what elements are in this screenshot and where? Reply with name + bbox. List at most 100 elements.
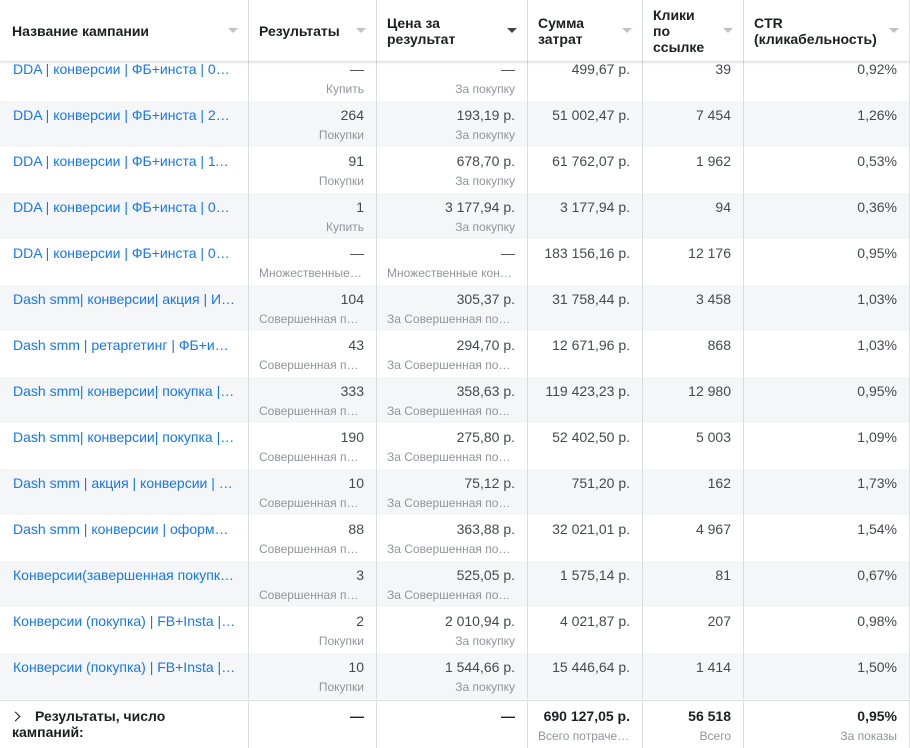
column-header-campaign-name[interactable]: Название кампании (0, 0, 249, 61)
campaign-name-cell: Конверсии(завершенная покупк… (0, 561, 249, 607)
sort-caret-icon[interactable] (889, 28, 899, 33)
clicks-cell: 12 176 (643, 239, 744, 285)
campaign-name-link[interactable]: DDA | конверсии | ФБ+инста | 06.… (13, 245, 236, 261)
chevron-right-icon[interactable] (10, 711, 21, 722)
sort-caret-icon[interactable] (622, 28, 632, 33)
spend-cell: 1 575,14 р. (528, 561, 643, 607)
column-header-ctr[interactable]: CTR (кликабельность) (744, 0, 910, 61)
summary-label-cell[interactable]: Результаты, число кампаний: (0, 701, 249, 748)
spend-cell: 499,67 р. (528, 55, 643, 101)
campaign-name-link[interactable]: Конверсии (покупка) | FB+Insta | … (13, 659, 236, 675)
campaign-name-cell: Dash smm| конверсии| покупка | … (0, 377, 249, 423)
table-row[interactable]: Конверсии (покупка) | FB+Insta | … 2 Покуп… (0, 607, 910, 653)
summary-spend: 690 127,05 р. Всего потрачено (528, 701, 643, 748)
cost-per-result-cell: 275,80 р. За Совершенная пок… (377, 423, 528, 469)
campaign-name-link[interactable]: DDA | конверсии | ФБ+инста | 29.… (13, 107, 236, 123)
spend-cell: 61 762,07 р. (528, 147, 643, 193)
results-cell: 91 Покупки (249, 147, 377, 193)
campaign-name-link[interactable]: Dash smm| конверсии| покупка | … (13, 383, 236, 399)
campaign-name-cell: Dash smm | ретаргетинг | ФБ+ин… (0, 331, 249, 377)
results-cell: 333 Совершенная по… (249, 377, 377, 423)
sort-caret-icon[interactable] (356, 28, 366, 33)
ctr-cell: 0,98% (744, 607, 910, 653)
column-header-results[interactable]: Результаты (249, 0, 377, 61)
table-row[interactable]: DDA | конверсии | ФБ+инста | 11.… 91 Покуп… (0, 147, 910, 193)
campaign-name-link[interactable]: Dash smm| конверсии| акция | И… (13, 291, 236, 307)
table-row[interactable]: DDA | конверсии | ФБ+инста | 08.… — Купить… (0, 55, 910, 101)
campaign-name-link[interactable]: DDA | конверсии | ФБ+инста | 06.… (13, 199, 236, 215)
spend-cell: 183 156,16 р. (528, 239, 643, 285)
spend-cell: 31 758,44 р. (528, 285, 643, 331)
sort-caret-icon[interactable] (507, 28, 517, 33)
clicks-cell: 5 003 (643, 423, 744, 469)
sort-caret-icon[interactable] (723, 28, 733, 33)
clicks-cell: 868 (643, 331, 744, 377)
campaign-name-link[interactable]: Конверсии (покупка) | FB+Insta | … (13, 613, 236, 629)
results-cell: 10 Совершенная по… (249, 469, 377, 515)
results-cell: 43 Совершенная по… (249, 331, 377, 377)
cost-per-result-cell: 3 177,94 р. За покупку (377, 193, 528, 239)
table-header: Название кампании Результаты Цена за рез… (0, 0, 910, 61)
campaign-name-cell: DDA | конверсии | ФБ+инста | 06.… (0, 193, 249, 239)
summary-clicks: 56 518 Всего (643, 701, 744, 748)
campaign-name-cell: DDA | конверсии | ФБ+инста | 11.… (0, 147, 249, 193)
campaign-name-link[interactable]: Dash smm| конверсии| покупка | … (13, 429, 236, 445)
ctr-cell: 1,03% (744, 331, 910, 377)
ctr-cell: 0,92% (744, 55, 910, 101)
column-header-amount-spent[interactable]: Сумма затрат (528, 0, 643, 61)
table-row[interactable]: Dash smm| конверсии| покупка | … 333 Совер… (0, 377, 910, 423)
ctr-cell: 0,67% (744, 561, 910, 607)
table-row[interactable]: Dash smm| конверсии| акция | И… 104 Соверш… (0, 285, 910, 331)
ctr-cell: 1,54% (744, 515, 910, 561)
campaign-name-link[interactable]: Dash smm | ретаргетинг | ФБ+ин… (13, 337, 236, 353)
ctr-cell: 1,09% (744, 423, 910, 469)
table-row[interactable]: DDA | конверсии | ФБ+инста | 29.… 264 Поку… (0, 101, 910, 147)
summary-results: — (249, 701, 377, 748)
results-cell: 1 Купить (249, 193, 377, 239)
spend-cell: 52 402,50 р. (528, 423, 643, 469)
spend-cell: 51 002,47 р. (528, 101, 643, 147)
campaign-name-cell: Dash smm| конверсии| покупка | … (0, 423, 249, 469)
table-row[interactable]: Dash smm| конверсии| покупка | … 190 Совер… (0, 423, 910, 469)
campaign-name-link[interactable]: Конверсии(завершенная покупк… (13, 567, 234, 583)
spend-cell: 15 446,64 р. (528, 653, 643, 699)
ctr-cell: 1,50% (744, 653, 910, 699)
ctr-cell: 0,53% (744, 147, 910, 193)
cost-per-result-cell: 358,63 р. За Совершенная пок… (377, 377, 528, 423)
ctr-cell: 1,26% (744, 101, 910, 147)
campaign-name-link[interactable]: Dash smm | конверсии | оформл… (13, 521, 236, 537)
cost-per-result-cell: 525,05 р. За Совершенная пок… (377, 561, 528, 607)
campaign-name-link[interactable]: DDA | конверсии | ФБ+инста | 08.… (13, 61, 236, 77)
campaign-name-cell: Dash smm | акция | конверсии | … (0, 469, 249, 515)
table-row[interactable]: DDA | конверсии | ФБ+инста | 06.… 1 Купить… (0, 193, 910, 239)
results-cell: — Множественные … (249, 239, 377, 285)
cost-per-result-cell: 363,88 р. За Совершенная пок… (377, 515, 528, 561)
campaign-name-cell: Конверсии (покупка) | FB+Insta | … (0, 653, 249, 699)
cost-per-result-cell: 305,37 р. За Совершенная пок… (377, 285, 528, 331)
spend-cell: 119 423,23 р. (528, 377, 643, 423)
sort-caret-icon[interactable] (228, 28, 238, 33)
table-row[interactable]: Dash smm | акция | конверсии | … 10 Соверш… (0, 469, 910, 515)
column-header-cost-per-result[interactable]: Цена за результат (377, 0, 528, 61)
cost-per-result-cell: 75,12 р. За Совершенная пок… (377, 469, 528, 515)
results-cell: 264 Покупки (249, 101, 377, 147)
results-cell: 10 Покупки (249, 653, 377, 699)
ctr-cell: 0,95% (744, 239, 910, 285)
table-row[interactable]: Конверсии (покупка) | FB+Insta | … 10 Поку… (0, 653, 910, 699)
table-row[interactable]: Конверсии(завершенная покупк… 3 Совершенна… (0, 561, 910, 607)
clicks-cell: 94 (643, 193, 744, 239)
table-row[interactable]: Dash smm | ретаргетинг | ФБ+ин… 43 Соверше… (0, 331, 910, 377)
table-row[interactable]: Dash smm | конверсии | оформл… 88 Совершен… (0, 515, 910, 561)
table-row[interactable]: DDA | конверсии | ФБ+инста | 06.… — Множес… (0, 239, 910, 285)
cost-per-result-cell: 678,70 р. За покупку (377, 147, 528, 193)
ctr-cell: 0,36% (744, 193, 910, 239)
spend-cell: 4 021,87 р. (528, 607, 643, 653)
campaign-name-link[interactable]: Dash smm | акция | конверсии | … (13, 475, 233, 491)
ctr-cell: 1,03% (744, 285, 910, 331)
summary-cost-per-result: — (377, 701, 528, 748)
campaign-name-link[interactable]: DDA | конверсии | ФБ+инста | 11.… (13, 153, 236, 169)
campaign-name-cell: Dash smm| конверсии| акция | И… (0, 285, 249, 331)
summary-ctr: 0,95% За показы (744, 701, 910, 748)
column-header-link-clicks[interactable]: Клики по ссылке (643, 0, 744, 61)
results-cell: 190 Совершенная по… (249, 423, 377, 469)
